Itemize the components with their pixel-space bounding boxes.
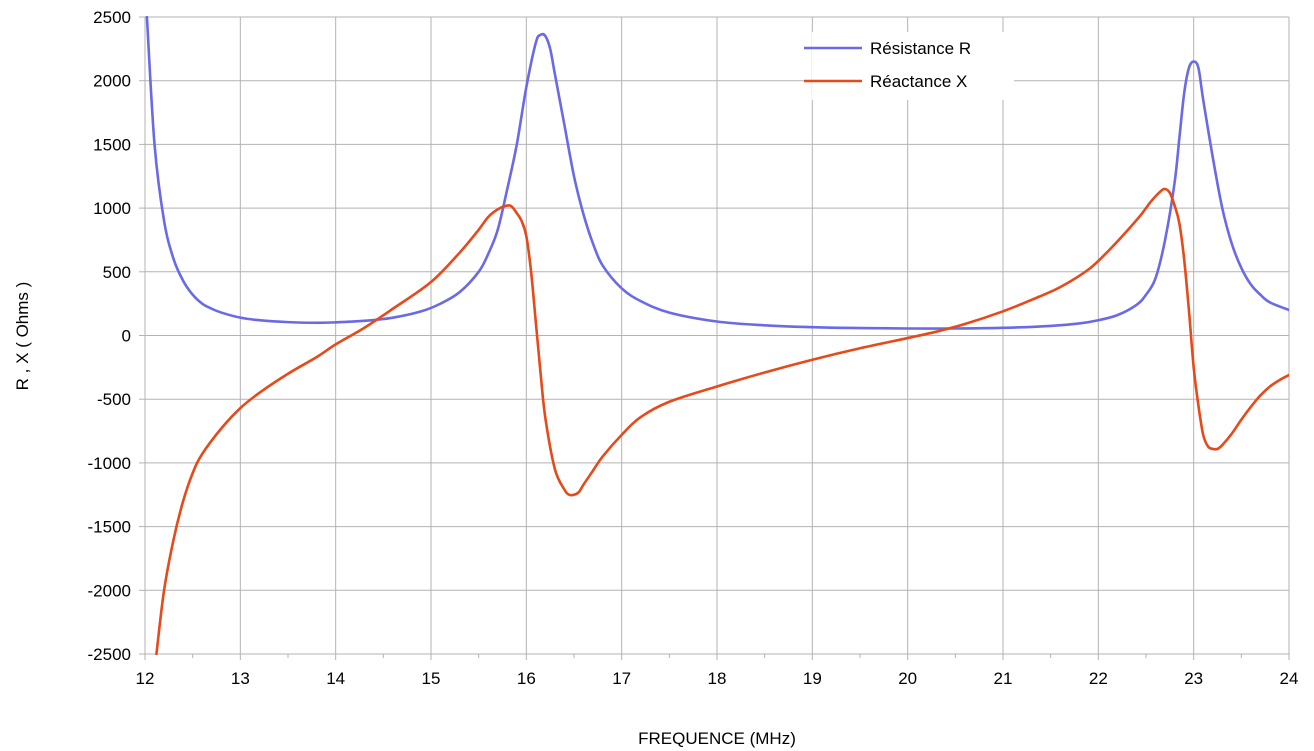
x-axis-title: FREQUENCE (MHz) [638, 729, 796, 748]
legend-label: Réactance X [870, 72, 967, 91]
axes [139, 16, 1290, 660]
legend-box [812, 32, 1014, 100]
y-tick-label: 2500 [93, 8, 131, 27]
y-tick-label: 1000 [93, 199, 131, 218]
y-axis-title: R , X ( Ohms ) [13, 282, 32, 391]
x-tick-label: 17 [612, 669, 631, 688]
legend-label: Résistance R [870, 39, 971, 58]
series-line-resistance [145, 16, 1289, 330]
tick-labels: 12 13 14 15 16 17 18 19 20 21 22 23 24 2500 2000 1500 10… [88, 8, 1299, 688]
y-tick-label: 500 [103, 263, 131, 282]
y-tick-label: 0 [122, 327, 131, 346]
grid [144, 16, 1290, 655]
y-tick-label: -500 [97, 390, 131, 409]
x-tick-label: 20 [898, 669, 917, 688]
x-tick-label: 13 [231, 669, 250, 688]
y-tick-label: -1500 [88, 518, 131, 537]
legend: Résistance R Réactance X [804, 32, 1014, 100]
y-tick-label: 1500 [93, 135, 131, 154]
x-tick-label: 12 [136, 669, 155, 688]
y-tick-label: -2500 [88, 645, 131, 664]
x-tick-label: 18 [708, 669, 727, 688]
x-tick-label: 16 [517, 669, 536, 688]
x-tick-label: 14 [326, 669, 345, 688]
x-tick-label: 23 [1184, 669, 1203, 688]
series-line-reactance [155, 187, 1289, 655]
x-tick-label: 24 [1280, 669, 1299, 688]
x-tick-label: 22 [1089, 669, 1108, 688]
x-tick-label: 21 [994, 669, 1013, 688]
x-tick-label: 15 [422, 669, 441, 688]
y-tick-label: 2000 [93, 72, 131, 91]
series-lines [145, 16, 1289, 655]
y-tick-label: -1000 [88, 454, 131, 473]
y-tick-label: -2000 [88, 581, 131, 600]
x-tick-label: 19 [803, 669, 822, 688]
